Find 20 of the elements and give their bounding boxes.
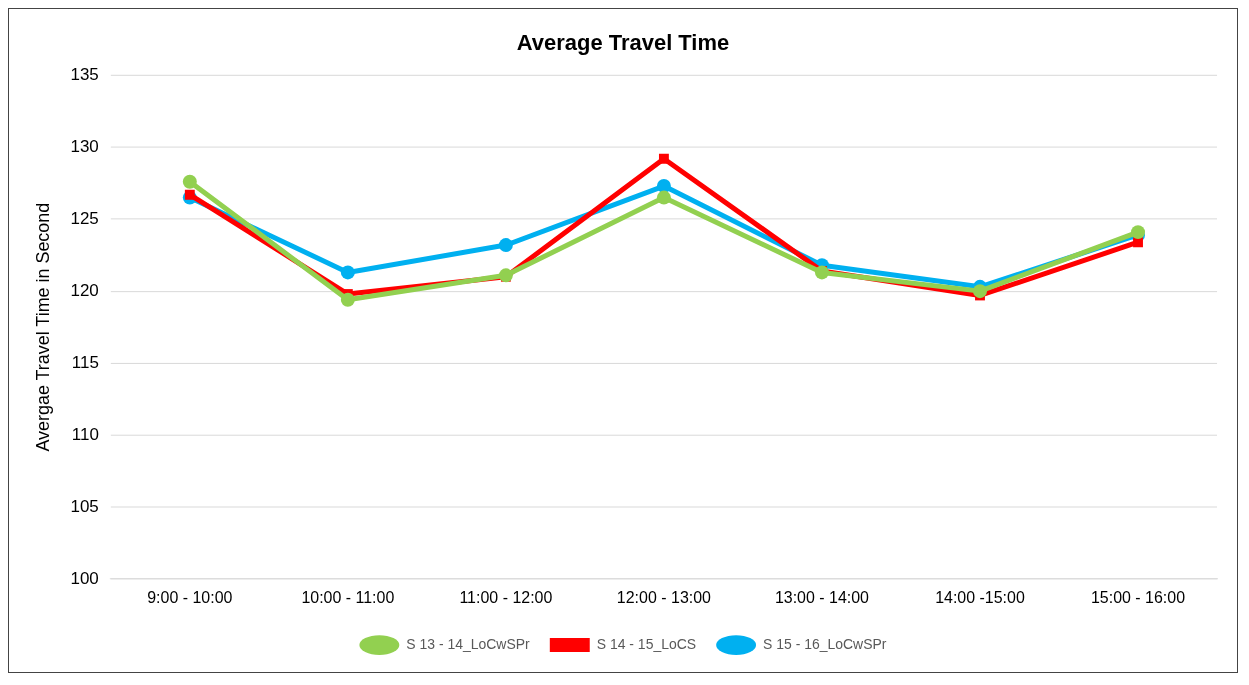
x-tick-label: 11:00 - 12:00 bbox=[459, 589, 553, 607]
x-tick-label: 14:00 -15:00 bbox=[935, 589, 1025, 607]
y-tick-label: 135 bbox=[70, 64, 99, 84]
y-tick-label: 125 bbox=[70, 208, 99, 228]
y-tick-label: 130 bbox=[70, 136, 99, 156]
chart-title: Average Travel Time bbox=[516, 30, 730, 56]
y-tick-label: 100 bbox=[70, 568, 99, 588]
legend-label: S 14 - 15_LoCS bbox=[596, 635, 697, 652]
legend-label: S 13 - 14_LoCwSPr bbox=[406, 635, 531, 652]
y-axis-title: Avergae Travel Time in Second bbox=[32, 202, 53, 452]
x-tick-label: 15:00 - 16:00 bbox=[1090, 589, 1186, 607]
y-tick-label: 115 bbox=[71, 352, 99, 372]
y-tick-label: 105 bbox=[70, 496, 99, 516]
x-tick-label: 13:00 - 14:00 bbox=[774, 589, 870, 607]
y-tick-label: 120 bbox=[70, 280, 99, 300]
x-tick-label: 12:00 - 13:00 bbox=[616, 589, 712, 607]
x-tick-label: 10:00 - 11:00 bbox=[301, 589, 395, 607]
x-tick-label: 9:00 - 10:00 bbox=[147, 589, 233, 607]
legend-label: S 15 - 16_LoCwSPr bbox=[763, 635, 887, 652]
y-tick-label: 110 bbox=[71, 424, 99, 444]
